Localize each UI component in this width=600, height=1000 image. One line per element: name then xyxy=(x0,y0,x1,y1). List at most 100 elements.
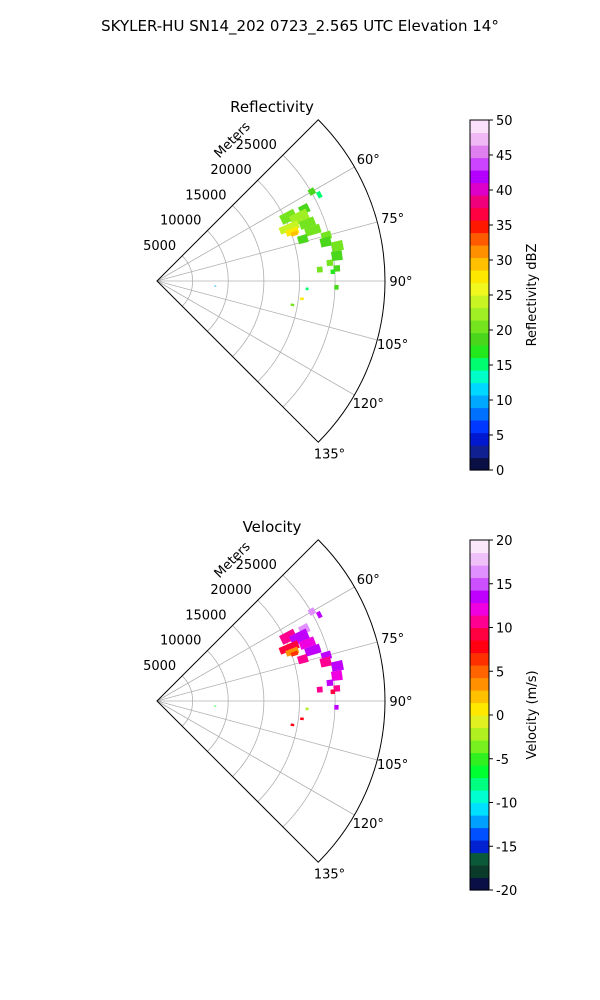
radar-gate xyxy=(326,679,334,687)
colorbar-swatch xyxy=(470,320,489,334)
colorbar-tick-label: 5 xyxy=(496,665,504,680)
azimuth-tick-label: 90° xyxy=(389,275,412,290)
colorbar-swatch xyxy=(470,702,489,716)
colorbar-swatch xyxy=(470,552,489,566)
colorbar-tick-label: -10 xyxy=(496,797,517,812)
colorbar-swatch xyxy=(470,865,489,879)
colorbar-swatch xyxy=(470,270,489,284)
azimuth-tick-label: 90° xyxy=(389,695,412,710)
colorbar-tick-label: -5 xyxy=(496,753,509,768)
colorbar-swatch xyxy=(470,602,489,616)
radar-gate xyxy=(300,297,304,301)
range-tick-label: 15000 xyxy=(185,188,226,203)
radar-gate xyxy=(285,646,300,657)
azimuth-tick-label: 105° xyxy=(377,338,408,353)
colorbar-swatch xyxy=(470,652,489,666)
radar-gate xyxy=(214,705,217,707)
colorbar-tick-label: 0 xyxy=(496,709,504,724)
radar-gate xyxy=(300,717,304,721)
azimuth-tick-label: 120° xyxy=(353,817,384,832)
reflectivity-title: Reflectivity xyxy=(230,98,314,116)
range-tick-label: 25000 xyxy=(236,138,277,153)
radar-gate xyxy=(334,704,339,710)
colorbar-swatch xyxy=(470,170,489,184)
colorbar-tick-label: 25 xyxy=(496,289,513,304)
radar-gate xyxy=(316,266,323,273)
colorbar-swatch xyxy=(470,715,489,729)
azimuth-tick-label: 105° xyxy=(377,758,408,773)
colorbar-swatch xyxy=(470,677,489,691)
radar-gate xyxy=(330,689,335,695)
range-tick-label: 20000 xyxy=(210,583,251,598)
azimuth-tick-label: 135° xyxy=(314,868,345,883)
colorbar-swatch xyxy=(470,640,489,654)
radar-gate xyxy=(334,284,339,290)
colorbar-swatch xyxy=(470,245,489,259)
azimuth-tick-label: 120° xyxy=(353,397,384,412)
figure-title: SKYLER-HU SN14_202 0723_2.565 UTC Elevat… xyxy=(101,17,499,36)
azimuth-tick-label: 75° xyxy=(381,632,404,647)
radar-gate xyxy=(315,190,323,199)
azimuth-gridline xyxy=(156,280,355,396)
colorbar-swatch xyxy=(470,802,489,816)
radar-gate xyxy=(330,250,343,262)
colorbar-tick-label: -15 xyxy=(496,840,517,855)
velocity-title: Velocity xyxy=(243,518,302,536)
colorbar-swatch xyxy=(470,257,489,271)
colorbar-swatch xyxy=(470,790,489,804)
colorbar-tick-label: 20 xyxy=(496,534,513,549)
colorbar-swatch xyxy=(470,407,489,421)
colorbar-swatch xyxy=(470,752,489,766)
radar-gate xyxy=(298,636,317,650)
reflectivity-colorbar: 0 5 10 15 20 25 30 35 40 45 50 Reflectivity dBZ xyxy=(469,114,540,479)
azimuth-gridline xyxy=(156,700,378,761)
radar-gate xyxy=(304,223,322,237)
colorbar-swatch xyxy=(470,432,489,446)
colorbar-swatch xyxy=(470,765,489,779)
colorbar-swatch xyxy=(470,232,489,246)
colorbar-swatch xyxy=(470,852,489,866)
radar-gate xyxy=(278,640,300,655)
colorbar-swatch xyxy=(470,357,489,371)
radar-gate xyxy=(290,230,299,237)
colorbar-tick-label: 20 xyxy=(496,324,513,339)
colorbar-swatch xyxy=(470,690,489,704)
radar-gate xyxy=(296,653,309,665)
colorbar-tick-label: 50 xyxy=(496,114,513,129)
azimuth-gridline xyxy=(156,700,355,816)
colorbar-swatch xyxy=(470,615,489,629)
colorbar-swatch xyxy=(470,220,489,234)
colorbar-tick-label: 10 xyxy=(496,394,513,409)
colorbar-swatch xyxy=(470,445,489,459)
colorbar-swatch xyxy=(470,132,489,146)
reflectivity-panel: Reflectivity 500010000150002000025000Met… xyxy=(143,98,412,463)
azimuth-tick-label: 135° xyxy=(314,448,345,463)
colorbar-swatch xyxy=(470,827,489,841)
colorbar-swatch xyxy=(470,727,489,741)
radar-gate xyxy=(319,656,332,668)
colorbar-tick-label: 35 xyxy=(496,219,513,234)
colorbar-swatch xyxy=(470,565,489,579)
radar-gate xyxy=(290,303,295,307)
radar-gate xyxy=(304,643,322,657)
azimuth-tick-label: 60° xyxy=(357,153,380,168)
radar-gate xyxy=(333,685,341,692)
radar-gate xyxy=(330,670,343,682)
azimuth-gridline xyxy=(156,280,378,341)
colorbar-swatch xyxy=(470,157,489,171)
radar-gate xyxy=(315,610,323,619)
colorbar-swatch xyxy=(470,332,489,346)
radar-gate xyxy=(279,628,298,645)
colorbar-swatch xyxy=(470,590,489,604)
range-tick-label: 20000 xyxy=(210,163,251,178)
azimuth-gridline xyxy=(156,586,355,702)
radar-gate xyxy=(278,220,300,235)
colorbar-swatch xyxy=(470,207,489,221)
colorbar-tick-label: -20 xyxy=(496,884,517,899)
colorbar-swatch xyxy=(470,777,489,791)
velocity-colorbar: -20 -15 -10 -5 0 5 10 15 20 Velocity (m/s) xyxy=(469,534,540,899)
range-tick-label: 25000 xyxy=(236,558,277,573)
radar-gate xyxy=(290,650,299,657)
